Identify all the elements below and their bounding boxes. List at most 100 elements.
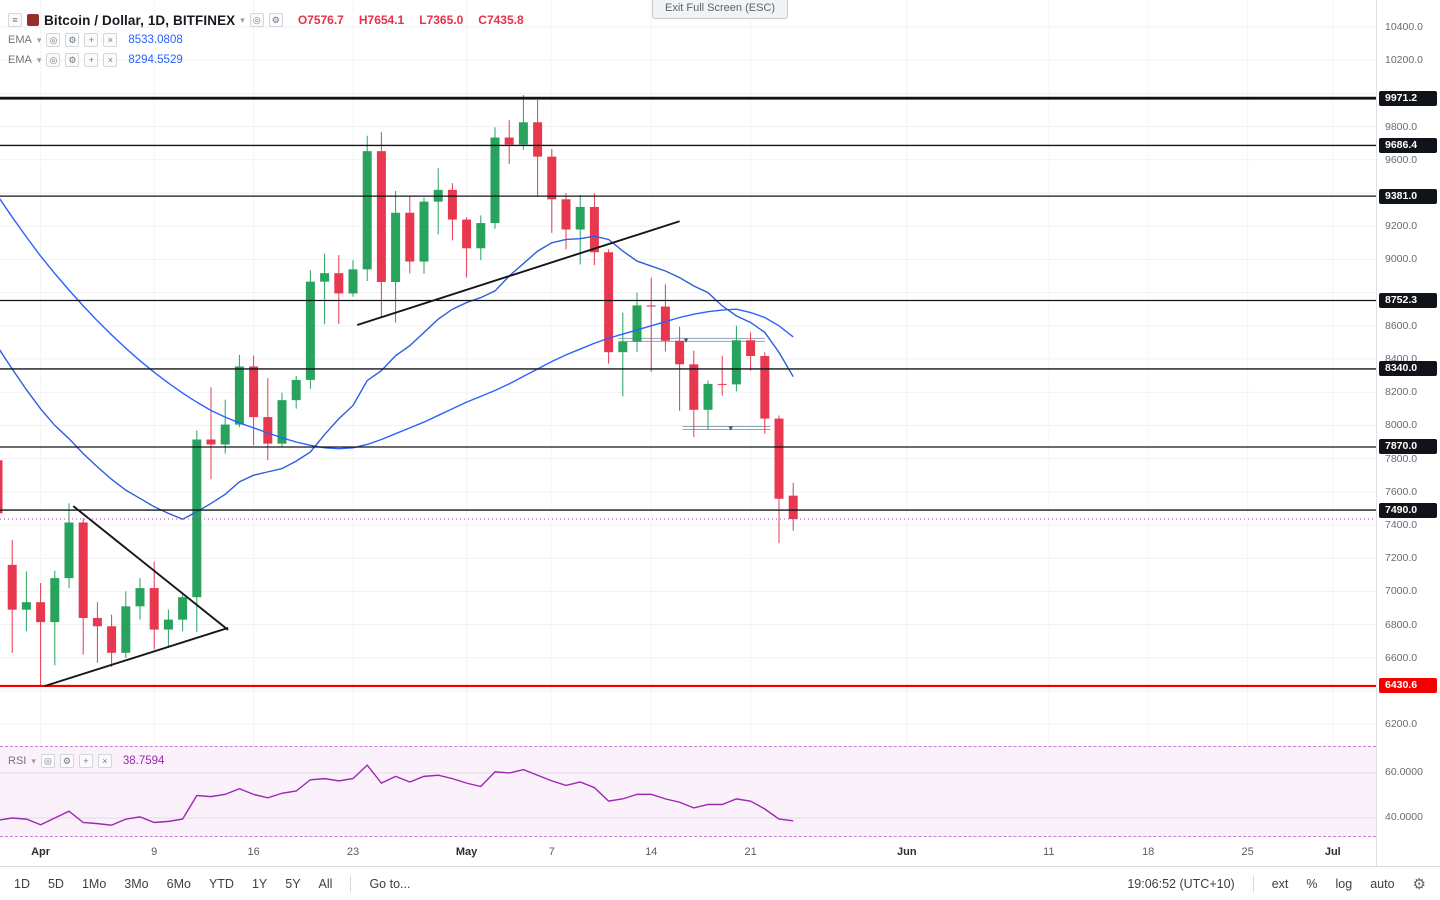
- ema2-label[interactable]: EMA: [8, 54, 32, 66]
- ema1-value: 8533.0808: [128, 34, 183, 46]
- ext-toggle[interactable]: ext: [1271, 876, 1289, 891]
- toolbar-divider: [1252, 875, 1254, 892]
- time-scale-label: 7: [548, 846, 555, 858]
- rsi-value: 38.7594: [122, 755, 165, 767]
- range-1y-button[interactable]: 1Y: [251, 876, 268, 891]
- price-scale-label: 8200.0: [1385, 386, 1418, 399]
- price-level-badge[interactable]: 7490.0: [1379, 502, 1437, 518]
- settings-icon[interactable]: ⚙: [65, 33, 80, 47]
- price-scale-label: 8000.0: [1385, 419, 1418, 432]
- ema-line-2[interactable]: [0, 235, 794, 520]
- time-scale-label: 9: [151, 846, 158, 858]
- settings-icon[interactable]: ⚙: [59, 754, 74, 768]
- add-icon[interactable]: +: [84, 53, 99, 67]
- chevron-down-icon[interactable]: ▾: [36, 34, 42, 45]
- gridlines: [0, 0, 1376, 745]
- object-tree-icon[interactable]: ≡: [8, 13, 22, 27]
- price-scale-label: 10400.0: [1385, 21, 1423, 33]
- candlestick-chart[interactable]: ▾▾: [0, 0, 1376, 745]
- time-scale-label: 16: [247, 846, 260, 858]
- time-axis[interactable]: Apr 9 16 23 May 7 14 21 Jun 11 18 25 Jul: [0, 838, 1376, 866]
- settings-icon[interactable]: ⚙: [268, 13, 283, 27]
- rsi-pane[interactable]: RSI ▾ ◎ ⚙ + × 38.7594: [0, 746, 1376, 837]
- price-scale-label: 7000.0: [1385, 585, 1418, 598]
- price-scale-label: 8600.0: [1385, 319, 1418, 332]
- close-icon[interactable]: ×: [103, 53, 118, 67]
- price-scale-label: 7800.0: [1385, 452, 1418, 465]
- rsi-chart[interactable]: [0, 747, 1376, 836]
- svg-text:▾: ▾: [684, 336, 689, 346]
- percent-scale-toggle[interactable]: %: [1306, 876, 1318, 891]
- range-6mo-button[interactable]: 6Mo: [166, 876, 191, 891]
- range-ytd-button[interactable]: YTD: [208, 876, 234, 891]
- price-scale-label: 6800.0: [1385, 618, 1418, 631]
- ema1-legend: EMA ▾ ◎ ⚙ + × 8533.0808: [8, 32, 524, 48]
- symbol-row: ≡ Bitcoin / Dollar, 1D, BITFINEX ▾ ◎ ⚙ O…: [8, 12, 524, 28]
- price-scale-label: 6600.0: [1385, 651, 1418, 664]
- close-icon[interactable]: ×: [103, 33, 118, 47]
- eye-icon[interactable]: ◎: [249, 13, 264, 27]
- price-axis[interactable]: 10400.0 10200.0 9800.0 9600.0 9200.0 9000.0 86…: [1376, 0, 1440, 866]
- eye-icon[interactable]: ◎: [46, 53, 61, 67]
- log-scale-toggle[interactable]: log: [1335, 876, 1353, 891]
- range-5d-button[interactable]: 5D: [47, 876, 64, 891]
- time-scale-label: Jul: [1324, 846, 1341, 858]
- svg-text:▾: ▾: [728, 424, 733, 434]
- ohlc-low: L7365.0: [419, 13, 464, 27]
- price-scale-label: 9600.0: [1385, 153, 1418, 166]
- price-level-badge[interactable]: 9971.2: [1379, 90, 1437, 106]
- price-scale-label: 7200.0: [1385, 552, 1418, 565]
- price-level-badge[interactable]: 8752.3: [1379, 293, 1437, 309]
- chevron-down-icon[interactable]: ▾: [240, 14, 245, 25]
- price-scale-label: 7400.0: [1385, 519, 1418, 531]
- goto-button[interactable]: Go to...: [369, 876, 411, 891]
- eye-icon[interactable]: ◎: [46, 33, 61, 47]
- rsi-legend: RSI ▾ ◎ ⚙ + × 38.7594: [8, 753, 164, 773]
- close-icon[interactable]: ×: [97, 754, 112, 768]
- auto-scale-toggle[interactable]: auto: [1370, 876, 1395, 891]
- ohlc-open: O7576.7: [297, 13, 344, 27]
- add-icon[interactable]: +: [84, 33, 99, 47]
- time-scale-label: 14: [645, 846, 658, 858]
- price-level-badge[interactable]: 8340.0: [1379, 361, 1437, 377]
- ohlc-close: C7435.8: [478, 13, 524, 27]
- chevron-down-icon[interactable]: ▾: [31, 755, 36, 766]
- chevron-down-icon[interactable]: ▾: [36, 54, 42, 65]
- settings-icon[interactable]: ⚙: [65, 53, 80, 67]
- range-all-button[interactable]: All: [318, 876, 333, 891]
- ema2-legend: EMA ▾ ◎ ⚙ + × 8294.5529: [8, 52, 524, 68]
- ema1-label[interactable]: EMA: [8, 34, 32, 46]
- rsi-line[interactable]: [0, 764, 794, 826]
- trendlines[interactable]: [44, 220, 680, 687]
- price-level-badge[interactable]: 7870.0: [1379, 439, 1437, 455]
- price-scale-label: 6200.0: [1385, 718, 1418, 731]
- eye-icon[interactable]: ◎: [40, 754, 55, 768]
- symbol-title[interactable]: Bitcoin / Dollar, 1D, BITFINEX: [44, 12, 236, 28]
- time-scale-label: 21: [744, 846, 757, 858]
- bottom-toolbar: 1D 5D 1Mo 3Mo 6Mo YTD 1Y 5Y All Go to...…: [0, 866, 1440, 900]
- range-5y-button[interactable]: 5Y: [285, 876, 301, 891]
- range-1d-button[interactable]: 1D: [14, 876, 30, 891]
- exit-fullscreen-tooltip: Exit Full Screen (ESC): [651, 0, 789, 19]
- rsi-scale-label: 40.0000: [1385, 811, 1423, 823]
- ema-line-1[interactable]: [0, 196, 794, 450]
- add-icon[interactable]: +: [78, 754, 93, 768]
- range-3mo-button[interactable]: 3Mo: [124, 876, 149, 891]
- price-scale-label: 10200.0: [1385, 54, 1423, 67]
- time-scale-label: 18: [1142, 846, 1155, 858]
- clock-label[interactable]: 19:06:52 (UTC+10): [1127, 876, 1235, 891]
- chart-legend: ≡ Bitcoin / Dollar, 1D, BITFINEX ▾ ◎ ⚙ O…: [8, 12, 524, 72]
- price-scale-label: 9000.0: [1385, 253, 1418, 266]
- price-level-badge[interactable]: 6430.6: [1379, 678, 1437, 694]
- time-scale-label: 23: [346, 846, 360, 858]
- rsi-label[interactable]: RSI: [8, 755, 27, 767]
- price-level-badge[interactable]: 9686.4: [1379, 137, 1437, 153]
- main-chart-pane[interactable]: ▾ ▾: [0, 0, 1376, 745]
- gear-icon[interactable]: ⚙: [1412, 875, 1426, 893]
- range-1mo-button[interactable]: 1Mo: [81, 876, 107, 891]
- candlestick-series: [0, 95, 798, 687]
- series-style-icon[interactable]: [27, 14, 39, 26]
- ema2-value: 8294.5529: [128, 54, 183, 66]
- horizontal-level-lines[interactable]: [0, 96, 1376, 688]
- price-level-badge[interactable]: 9381.0: [1379, 188, 1437, 204]
